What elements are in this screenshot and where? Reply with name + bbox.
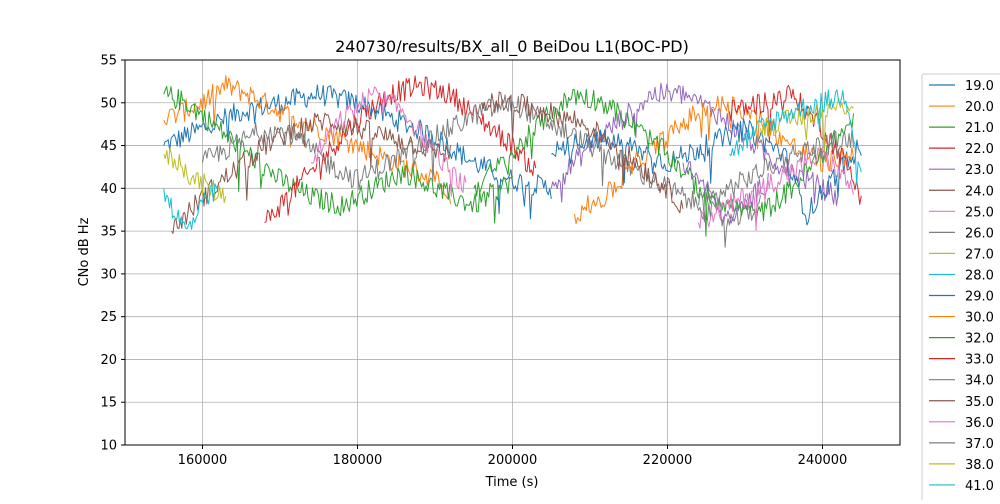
legend-box xyxy=(921,73,1000,504)
y-tick-label: 25 xyxy=(100,310,117,325)
legend-label: 22.0 xyxy=(965,142,994,157)
legend-label: 34.0 xyxy=(965,374,994,389)
series-line-27.0 xyxy=(163,147,227,204)
legend-label: 21.0 xyxy=(965,121,994,136)
series-line-41.0 xyxy=(729,89,862,185)
series-line-25.0 xyxy=(310,86,467,197)
y-tick-label: 40 xyxy=(100,182,117,197)
y-tick-label: 30 xyxy=(100,267,117,282)
chart-title: 240730/results/BX_all_0 BeiDou L1(BOC-PD… xyxy=(335,37,689,57)
series-line-29.0 xyxy=(551,118,862,226)
series-line-34.0 xyxy=(682,161,769,224)
series-line-22.0 xyxy=(264,75,537,224)
legend-label: 23.0 xyxy=(965,163,994,178)
legend-label: 27.0 xyxy=(965,247,994,262)
x-tick-label: 180000 xyxy=(333,453,383,468)
series-layer xyxy=(163,75,862,248)
series-line-28.0 xyxy=(163,183,219,230)
y-tick-label: 15 xyxy=(100,396,117,411)
legend-label: 24.0 xyxy=(965,184,994,199)
x-tick-label: 200000 xyxy=(488,453,538,468)
y-axis-label: CNo dB Hz xyxy=(77,217,92,286)
series-line-21.0 xyxy=(163,86,513,224)
y-tick-label: 45 xyxy=(100,139,117,154)
series-line-35.0 xyxy=(481,91,684,214)
x-tick-label: 160000 xyxy=(178,453,228,468)
y-tick-label: 20 xyxy=(100,353,117,368)
legend-label: 33.0 xyxy=(965,353,994,368)
y-tick-label: 35 xyxy=(100,225,117,240)
series-line-38.0 xyxy=(760,98,854,155)
legend-label: 30.0 xyxy=(965,311,994,326)
legend-label: 38.0 xyxy=(965,458,994,473)
legend-label: 35.0 xyxy=(965,395,994,410)
legend-label: 36.0 xyxy=(965,416,994,431)
legend-label: 32.0 xyxy=(965,332,994,347)
x-tick-label: 220000 xyxy=(643,453,693,468)
legend: 19.0 20.0 21.0 22.0 23.0 24.0 25.0 26.0 27.0 28.0… xyxy=(921,73,1000,504)
legend-label: 25.0 xyxy=(965,205,994,220)
axis-ticks: 160000 180000 200000 220000 240000 10 15 20 25 30… xyxy=(100,54,847,469)
legend-label: 26.0 xyxy=(965,226,994,241)
y-tick-label: 10 xyxy=(100,439,117,454)
legend-label: 41.0 xyxy=(965,479,994,494)
legend-label: 37.0 xyxy=(965,437,994,452)
series-line-30.0 xyxy=(574,95,854,225)
series-line-37.0 xyxy=(698,129,854,223)
x-tick-label: 240000 xyxy=(798,453,848,468)
legend-label: 20.0 xyxy=(965,100,994,115)
legend-label: 28.0 xyxy=(965,268,994,283)
legend-label: 19.0 xyxy=(965,79,994,94)
y-tick-label: 50 xyxy=(100,96,117,111)
y-tick-label: 55 xyxy=(100,54,117,69)
legend-label: 29.0 xyxy=(965,290,994,305)
series-line-36.0 xyxy=(698,145,854,231)
x-axis-label: Time (s) xyxy=(485,475,539,490)
